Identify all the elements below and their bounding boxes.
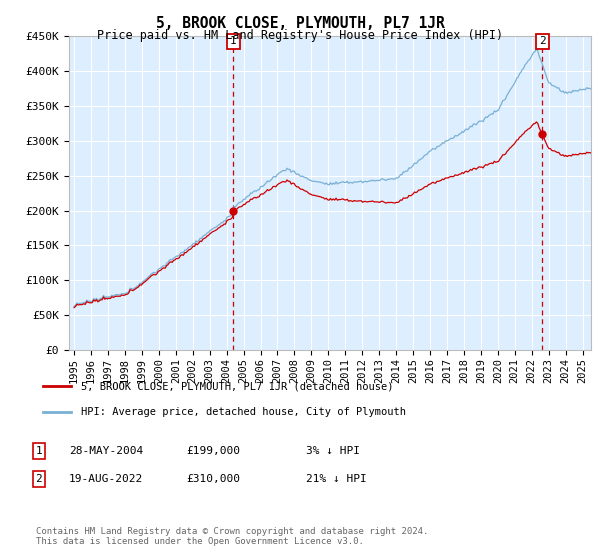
Text: HPI: Average price, detached house, City of Plymouth: HPI: Average price, detached house, City…: [81, 407, 406, 417]
Text: Price paid vs. HM Land Registry's House Price Index (HPI): Price paid vs. HM Land Registry's House …: [97, 29, 503, 42]
Text: 2: 2: [539, 36, 546, 46]
Text: Contains HM Land Registry data © Crown copyright and database right 2024.
This d: Contains HM Land Registry data © Crown c…: [36, 526, 428, 546]
Text: 28-MAY-2004: 28-MAY-2004: [69, 446, 143, 456]
Text: £310,000: £310,000: [186, 474, 240, 484]
Text: 3% ↓ HPI: 3% ↓ HPI: [306, 446, 360, 456]
Text: 2: 2: [35, 474, 43, 484]
Text: 1: 1: [230, 36, 237, 46]
Text: 21% ↓ HPI: 21% ↓ HPI: [306, 474, 367, 484]
Text: 5, BROOK CLOSE, PLYMOUTH, PL7 1JR (detached house): 5, BROOK CLOSE, PLYMOUTH, PL7 1JR (detac…: [81, 381, 394, 391]
Text: 19-AUG-2022: 19-AUG-2022: [69, 474, 143, 484]
Text: 5, BROOK CLOSE, PLYMOUTH, PL7 1JR: 5, BROOK CLOSE, PLYMOUTH, PL7 1JR: [155, 16, 445, 31]
Text: 1: 1: [35, 446, 43, 456]
Text: £199,000: £199,000: [186, 446, 240, 456]
